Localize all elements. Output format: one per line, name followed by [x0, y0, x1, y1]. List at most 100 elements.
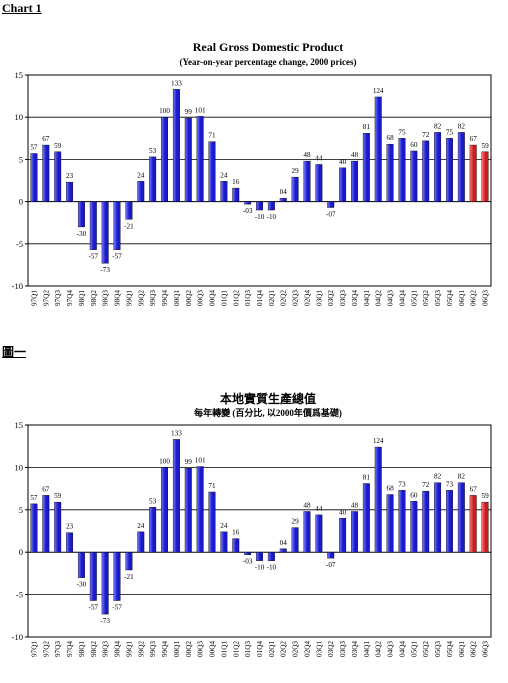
x-tick-label: 00Q2	[185, 290, 193, 306]
data-label: 82	[458, 473, 466, 481]
x-tick-label: 06Q3	[482, 290, 490, 306]
chart-label: Chart 1	[2, 1, 42, 15]
chart-label: 圖一	[2, 345, 27, 359]
gdp-chart-english: -10 -5 0 5 10 15 57 97Q1 67 97Q2 59 97Q3 23 97Q4 -30 98…	[12, 70, 492, 306]
y-tick-label: -5	[16, 590, 23, 600]
bar	[339, 518, 347, 553]
data-label: -03	[243, 207, 253, 215]
x-tick-label: 99Q1	[125, 290, 133, 306]
bar	[244, 551, 252, 555]
bar	[457, 482, 465, 553]
bar	[351, 160, 358, 202]
x-tick-label: 04Q2	[375, 290, 383, 306]
bar	[481, 501, 489, 553]
bar	[232, 538, 240, 553]
data-label: 48	[303, 501, 311, 509]
bar	[374, 96, 382, 202]
bar	[30, 503, 38, 553]
bar	[362, 483, 370, 553]
bar	[196, 116, 204, 202]
x-tick-label: 02Q4	[303, 641, 311, 657]
bar	[291, 527, 299, 553]
x-tick-label: 98Q2	[90, 641, 98, 657]
data-label: 60	[410, 141, 418, 149]
bar	[161, 467, 168, 553]
x-tick-label: 02Q2	[280, 641, 288, 657]
bar	[113, 201, 121, 250]
data-label: 73	[446, 480, 454, 488]
y-tick-label: 5	[19, 505, 23, 515]
data-label: 60	[410, 491, 418, 499]
data-label: -10	[255, 564, 265, 572]
data-label: -10	[267, 213, 277, 221]
bar	[279, 198, 287, 202]
data-label: 04	[280, 539, 288, 547]
x-tick-label: 01Q2	[232, 641, 240, 657]
data-label: -73	[100, 266, 110, 274]
data-label: 100	[159, 457, 170, 465]
bar	[42, 144, 50, 202]
bar	[149, 156, 157, 202]
data-label: 16	[232, 178, 240, 186]
bar	[232, 187, 240, 202]
x-tick-label: 02Q3	[292, 641, 300, 657]
x-tick-label: 00Q1	[173, 290, 181, 306]
data-label: 67	[470, 135, 478, 143]
x-tick-label: 06Q2	[470, 641, 478, 657]
x-tick-label: 99Q4	[161, 641, 169, 657]
x-tick-label: 97Q3	[54, 641, 62, 657]
bar	[172, 89, 180, 202]
bar	[256, 201, 263, 211]
bar	[149, 507, 157, 553]
x-tick-label: 00Q1	[173, 641, 181, 657]
x-tick-label: 03Q4	[351, 641, 359, 657]
x-tick-label: 98Q4	[114, 641, 122, 657]
data-label: -21	[124, 222, 134, 230]
data-label: -30	[77, 581, 87, 589]
x-tick-label: 04Q2	[375, 641, 383, 657]
data-label: 68	[386, 485, 394, 493]
bar	[279, 548, 287, 553]
bar	[113, 551, 121, 601]
bar	[374, 446, 382, 553]
x-tick-label: 05Q3	[434, 290, 442, 306]
data-label: 29	[292, 167, 300, 175]
x-tick-label: 99Q3	[149, 641, 157, 657]
x-tick-label: 98Q1	[78, 641, 86, 657]
bar	[244, 201, 252, 205]
data-label: -10	[267, 564, 277, 572]
x-tick-label: 98Q3	[102, 641, 110, 657]
x-tick-label: 03Q2	[327, 641, 335, 657]
x-tick-label: 98Q3	[102, 290, 110, 306]
data-label: 75	[446, 128, 454, 136]
data-label: 73	[398, 480, 406, 488]
bar	[125, 551, 133, 571]
data-label: -21	[124, 573, 134, 581]
data-label: 44	[315, 154, 323, 162]
x-tick-label: 98Q2	[90, 290, 98, 306]
x-tick-label: 99Q1	[125, 641, 133, 657]
bar	[42, 495, 50, 553]
y-tick-label: -10	[12, 632, 23, 642]
bar	[303, 511, 311, 553]
x-tick-label: 02Q1	[268, 641, 276, 657]
x-tick-label: 02Q2	[280, 290, 288, 306]
bar	[386, 494, 394, 553]
bar	[410, 501, 418, 553]
y-tick-label: 15	[15, 70, 24, 80]
x-tick-label: 99Q3	[149, 290, 157, 306]
x-tick-label: 03Q1	[315, 641, 323, 657]
data-label: 48	[351, 151, 359, 159]
bar	[267, 201, 275, 211]
chart-subtitle: 每年轉變 (百分比, 以2000年價爲基礎)	[194, 408, 342, 418]
data-label: 53	[149, 147, 157, 155]
y-tick-label: 5	[19, 154, 23, 164]
data-label: 24	[220, 171, 228, 179]
bar	[89, 201, 97, 250]
x-tick-label: 97Q1	[30, 641, 38, 657]
data-label: 67	[470, 485, 478, 493]
data-label: 133	[171, 79, 182, 87]
y-tick-label: 10	[15, 112, 24, 122]
data-label: 24	[137, 171, 145, 179]
bar	[291, 176, 299, 202]
